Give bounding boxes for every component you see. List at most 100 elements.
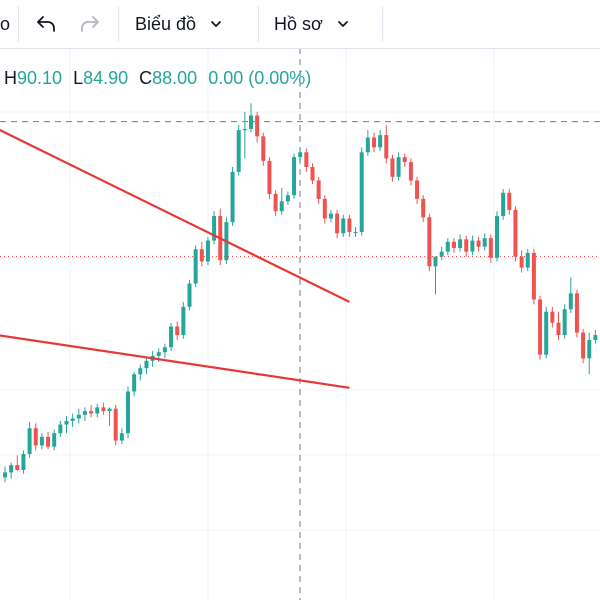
candle-body xyxy=(279,201,284,212)
candle-body xyxy=(107,408,112,412)
candle-body xyxy=(285,195,290,202)
candle-body xyxy=(568,293,573,310)
candle-body xyxy=(501,192,506,217)
candle xyxy=(285,191,290,206)
candle-body xyxy=(230,171,235,223)
candle-body xyxy=(52,433,57,447)
candle-body xyxy=(33,428,38,446)
candle-body xyxy=(439,251,444,257)
candle-body xyxy=(76,414,81,419)
candle-body xyxy=(70,418,75,421)
candle-body xyxy=(488,238,493,258)
candle-body xyxy=(507,192,512,210)
candle xyxy=(525,249,530,272)
candle xyxy=(298,148,303,163)
candle xyxy=(519,250,524,273)
candle xyxy=(138,364,143,381)
candle xyxy=(581,328,586,364)
candle xyxy=(249,103,253,133)
candle-body xyxy=(525,252,530,268)
candle-body xyxy=(162,347,167,353)
candle-body xyxy=(9,465,14,473)
candle xyxy=(101,402,106,415)
undo-button[interactable] xyxy=(32,0,60,48)
chart-menu-label: Biểu đồ xyxy=(135,13,197,34)
candle xyxy=(396,152,401,181)
candle xyxy=(267,157,272,199)
candle-body xyxy=(562,309,567,336)
candle-body xyxy=(144,360,149,369)
candle xyxy=(39,433,44,450)
toolbar-edge-label[interactable]: o xyxy=(0,13,11,34)
candle-body xyxy=(193,249,198,284)
candle xyxy=(3,466,7,483)
candle xyxy=(347,214,352,237)
candle-body xyxy=(544,311,549,355)
redo-icon xyxy=(81,16,99,32)
candle xyxy=(175,321,180,340)
candle-body xyxy=(292,157,297,196)
candle xyxy=(365,130,370,156)
chevron-down-icon xyxy=(337,21,348,27)
candle xyxy=(470,235,475,256)
candle xyxy=(544,306,549,359)
candle xyxy=(328,209,333,223)
candle xyxy=(587,332,592,375)
trendline[interactable] xyxy=(0,108,350,303)
candle xyxy=(427,213,432,272)
candle-body xyxy=(261,136,266,161)
candle xyxy=(144,358,149,375)
candle xyxy=(76,408,81,424)
candle xyxy=(46,431,51,450)
candle xyxy=(193,245,198,288)
undo-icon xyxy=(37,16,55,32)
profile-menu-button[interactable]: Hồ sơ xyxy=(274,0,353,48)
candle xyxy=(482,233,487,251)
high-key: H xyxy=(4,68,17,88)
candle-body xyxy=(556,322,561,336)
redo-button[interactable] xyxy=(76,0,104,48)
candle xyxy=(556,311,561,340)
close-key: C xyxy=(139,68,153,88)
candle-body xyxy=(390,158,395,177)
candle-body xyxy=(126,391,130,434)
candle-body xyxy=(119,433,124,441)
candle-body xyxy=(581,332,586,359)
candle xyxy=(169,322,174,351)
candle-body xyxy=(593,335,598,340)
candle-body xyxy=(445,241,450,252)
candle xyxy=(304,148,309,172)
candle xyxy=(507,189,512,215)
trendline[interactable] xyxy=(0,219,350,389)
high-value: 90.10 xyxy=(17,68,63,88)
chart-menu-button[interactable]: Biểu đồ xyxy=(135,0,226,48)
candle xyxy=(242,111,247,159)
candle-body xyxy=(470,240,475,252)
candle xyxy=(95,403,100,418)
candle-body xyxy=(458,239,463,248)
candle-body xyxy=(396,157,401,177)
candle-body xyxy=(378,135,383,148)
candle xyxy=(501,189,506,220)
candle xyxy=(199,241,204,267)
trendlines[interactable] xyxy=(0,108,350,389)
profile-menu-label: Hồ sơ xyxy=(274,13,323,34)
reference-levels xyxy=(0,48,600,600)
candle-body xyxy=(46,436,51,447)
low-value: 84.90 xyxy=(83,68,129,88)
candle xyxy=(230,166,235,226)
candle-body xyxy=(199,249,204,262)
candle xyxy=(261,132,266,166)
candle-body xyxy=(415,180,420,199)
candle-body xyxy=(335,213,340,234)
candle-body xyxy=(267,160,272,194)
candle-body xyxy=(15,465,20,470)
candle-body xyxy=(408,162,413,181)
candle-body xyxy=(101,407,106,412)
candle xyxy=(341,214,346,237)
candle-body xyxy=(531,252,536,300)
chevron-down-icon xyxy=(211,21,221,27)
candle xyxy=(488,234,493,263)
candle-body xyxy=(513,209,518,257)
